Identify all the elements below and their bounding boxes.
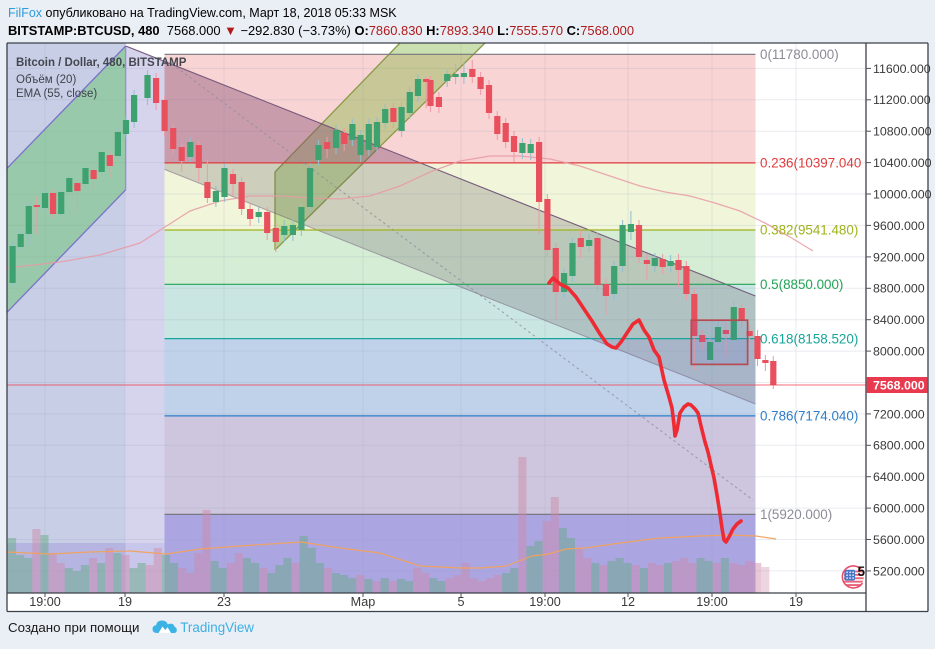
svg-text:Мар: Мар (351, 595, 376, 609)
svg-text:8400.000: 8400.000 (873, 313, 925, 327)
svg-text:9600.000: 9600.000 (873, 219, 925, 233)
svg-text:11200.000: 11200.000 (873, 93, 931, 107)
svg-text:5: 5 (858, 564, 866, 579)
svg-text:19: 19 (118, 595, 132, 609)
svg-text:10800.000: 10800.000 (873, 125, 932, 139)
svg-text:Bitcoin / Dollar, 480, BITSTAM: Bitcoin / Dollar, 480, BITSTAMP (16, 57, 187, 69)
svg-text:EMA (55, close): EMA (55, close) (16, 88, 97, 100)
svg-text:11600.000: 11600.000 (873, 62, 931, 76)
svg-text:7200.000: 7200.000 (873, 407, 925, 421)
svg-text:0.786(7174.040): 0.786(7174.040) (760, 409, 858, 424)
svg-text:5600.000: 5600.000 (873, 533, 925, 547)
svg-text:0(11780.000): 0(11780.000) (760, 47, 839, 62)
svg-text:19: 19 (789, 595, 803, 609)
svg-text:0.5(8850.000): 0.5(8850.000) (760, 277, 843, 292)
svg-text:5200.000: 5200.000 (873, 564, 925, 578)
svg-text:19:00: 19:00 (529, 595, 561, 609)
svg-text:19:00: 19:00 (29, 595, 61, 609)
svg-text:19:00: 19:00 (696, 595, 728, 609)
svg-text:6400.000: 6400.000 (873, 470, 925, 484)
svg-text:7568.000: 7568.000 (873, 379, 925, 393)
svg-text:1(5920.000): 1(5920.000) (760, 507, 832, 522)
svg-text:10000.000: 10000.000 (873, 187, 932, 201)
svg-text:10400.000: 10400.000 (873, 156, 932, 170)
svg-text:6800.000: 6800.000 (873, 439, 925, 453)
svg-text:0.618(8158.520): 0.618(8158.520) (760, 331, 858, 346)
svg-text:6000.000: 6000.000 (873, 502, 925, 516)
svg-text:5: 5 (457, 595, 464, 609)
svg-text:8800.000: 8800.000 (873, 282, 925, 296)
svg-text:8000.000: 8000.000 (873, 345, 925, 359)
svg-text:23: 23 (217, 595, 231, 609)
svg-text:0.382(9541.480): 0.382(9541.480) (760, 223, 858, 238)
svg-text:0.236(10397.040: 0.236(10397.040 (760, 156, 861, 171)
svg-text:Объём (20): Объём (20) (16, 74, 76, 86)
svg-text:9200.000: 9200.000 (873, 250, 925, 264)
svg-text:12: 12 (621, 595, 635, 609)
